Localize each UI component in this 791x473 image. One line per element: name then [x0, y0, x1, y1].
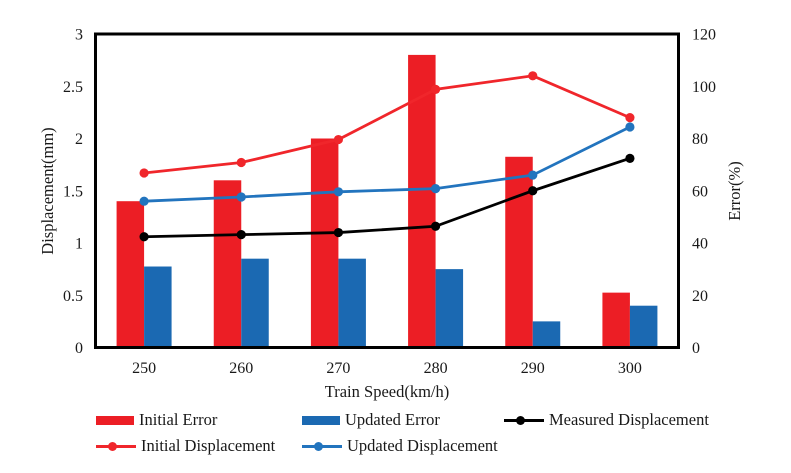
legend-line-swatch-measured-displacement — [504, 415, 544, 425]
legend-item-initial-displacement: Initial Displacement — [96, 436, 302, 456]
dot-measured-displacement-300 — [625, 153, 635, 163]
y-right-tick-60: 60 — [692, 183, 708, 200]
dot-initial-displacement-270 — [333, 134, 344, 145]
bar-initial-error-300 — [602, 292, 630, 348]
x-axis-title: Train Speed(km/h) — [324, 381, 450, 401]
bar-initial-error-250 — [116, 201, 145, 348]
x-tick-250: 250 — [132, 360, 156, 377]
dot-updated-displacement-250 — [139, 196, 149, 206]
legend-bar-swatch-initial-error — [96, 415, 134, 425]
y-left-tick-1.5: 1.5 — [63, 183, 83, 200]
x-tick-290: 290 — [521, 360, 545, 377]
bar-updated-error-250 — [144, 266, 172, 348]
legend-line-swatch-updated-displacement — [302, 441, 342, 451]
bar-initial-error-280 — [408, 54, 436, 348]
dot-initial-displacement-280 — [430, 84, 441, 94]
y-left-tick-2: 2 — [75, 131, 83, 148]
bar-initial-error-260 — [213, 180, 242, 348]
x-tick-260: 260 — [229, 360, 253, 377]
legend-label-updated-error: Updated Error — [345, 410, 440, 429]
y-left-tick-3: 3 — [75, 27, 83, 44]
x-tick-300: 300 — [618, 360, 642, 377]
x-tick-270: 270 — [326, 360, 350, 377]
dot-updated-displacement-280 — [430, 184, 441, 194]
legend-line-marker — [108, 441, 117, 451]
dot-initial-displacement-300 — [625, 113, 635, 123]
dot-measured-displacement-290 — [528, 186, 538, 196]
legend-item-updated-error: Updated Error — [302, 410, 504, 430]
legend-label-initial-error: Initial Error — [139, 410, 218, 429]
y-left-tick-0.5: 0.5 — [63, 288, 83, 305]
bar-initial-error-270 — [310, 138, 339, 348]
legend-line-marker — [314, 441, 323, 451]
bar-updated-error-270 — [338, 258, 366, 348]
line-updated-displacement — [144, 125, 631, 203]
dot-initial-displacement-260 — [236, 157, 246, 168]
bar-updated-error-280 — [435, 269, 464, 348]
right-axis-title: Error(%) — [724, 161, 744, 221]
legend-line-marker — [516, 415, 525, 425]
legend-label-updated-displacement: Updated Displacement — [347, 436, 498, 455]
plot-frame — [94, 32, 680, 349]
left-axis-title: Displacement(mm) — [37, 127, 57, 255]
bar-updated-error-300 — [629, 305, 658, 348]
y-left-tick-2.5: 2.5 — [63, 79, 83, 96]
dot-initial-displacement-250 — [139, 168, 149, 178]
line-measured-displacement — [144, 157, 631, 239]
dot-measured-displacement-270 — [333, 227, 344, 238]
line-initial-displacement — [143, 74, 631, 175]
legend-label-initial-displacement: Initial Displacement — [141, 436, 276, 455]
bar-updated-error-260 — [241, 258, 269, 348]
x-tick-280: 280 — [424, 360, 448, 377]
y-left-tick-1: 1 — [75, 236, 83, 253]
dot-measured-displacement-260 — [236, 230, 246, 240]
y-right-tick-40: 40 — [692, 236, 708, 253]
legend: Initial Error Updated Error Measured Displ… — [96, 410, 709, 456]
dot-updated-displacement-300 — [625, 122, 635, 132]
y-right-tick-80: 80 — [692, 131, 708, 148]
dot-measured-displacement-280 — [430, 221, 441, 231]
legend-bar-swatch-updated-error — [302, 415, 340, 425]
y-left-tick-0: 0 — [75, 340, 83, 357]
legend-item-updated-displacement: Updated Displacement — [302, 436, 504, 456]
dot-initial-displacement-290 — [528, 71, 538, 81]
legend-line-swatch-initial-displacement — [96, 441, 136, 451]
dot-measured-displacement-250 — [139, 232, 149, 242]
y-right-tick-100: 100 — [692, 79, 716, 96]
legend-item-initial-error: Initial Error — [96, 410, 302, 430]
y-right-tick-20: 20 — [692, 288, 708, 305]
legend-item-measured-displacement: Measured Displacement — [504, 410, 709, 430]
y-right-tick-0: 0 — [692, 340, 700, 357]
bar-initial-error-290 — [505, 156, 533, 348]
bar-updated-error-290 — [532, 321, 561, 348]
dot-updated-displacement-270 — [333, 187, 344, 197]
y-right-tick-120: 120 — [692, 27, 716, 44]
dot-updated-displacement-260 — [236, 192, 246, 202]
legend-label-measured-displacement: Measured Displacement — [549, 410, 709, 429]
dot-updated-displacement-290 — [528, 170, 538, 180]
